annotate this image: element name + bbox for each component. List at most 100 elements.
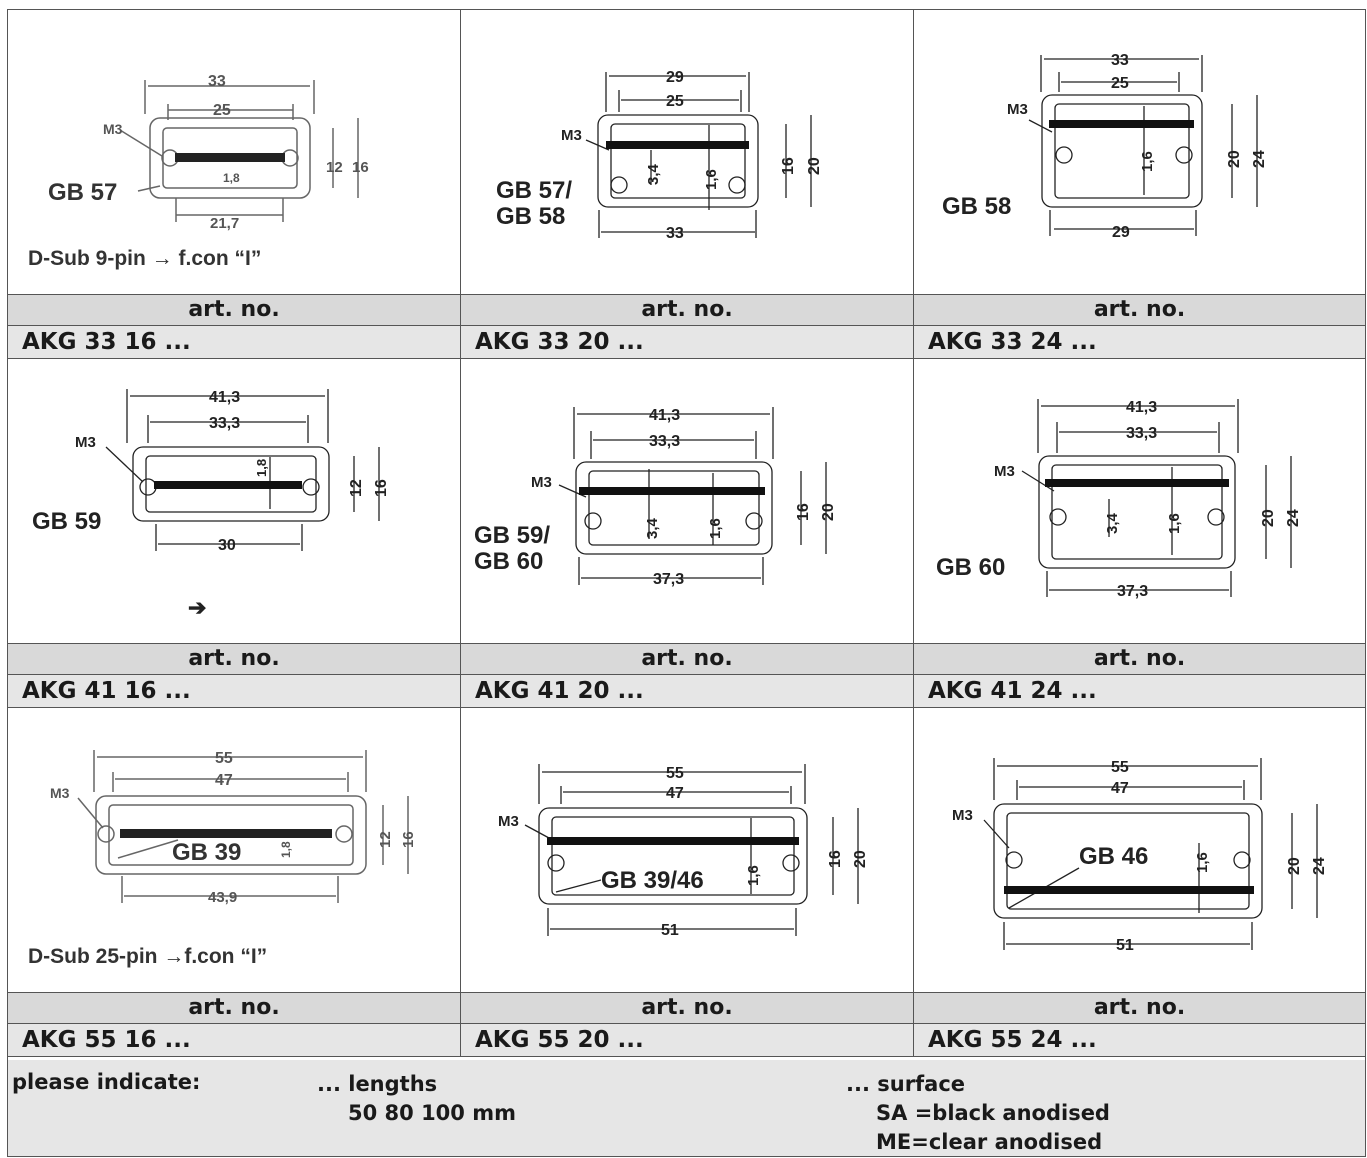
product-cell: 33 25 M3 1,8 12 16 21,7 GB 57 D-Sub 9-pi…	[8, 10, 461, 359]
product-cell: 55 47 M3 1,6 16 20 51 GB 39/46 art. no. …	[461, 708, 914, 1057]
profile-diagram: 41,3 33,3 M3 3,4 1,6 20 24 37,3 GB 60	[936, 399, 1302, 600]
arrow-icon: ➔	[188, 595, 206, 620]
screw-label: M3	[952, 807, 973, 824]
dim-inner-width: 25	[666, 93, 684, 110]
dim-outer-height: 24	[1285, 509, 1302, 527]
dim-d2: 1,6	[707, 518, 724, 539]
article-code: AKG 33 24 ...	[914, 326, 1365, 359]
dim-outer-height: 24	[1311, 857, 1328, 875]
dim-inner-width: 25	[1111, 75, 1129, 92]
profile-drawing: 29 25 M3 3,4 1,6 16 20 33 GB 57/ GB 58	[461, 10, 913, 295]
dim-bottom-width: 21,7	[210, 215, 239, 232]
article-code: AKG 33 20 ...	[461, 326, 913, 359]
profile-drawing: 55 47 M3 1,6 20 24 51 GB 46	[914, 708, 1365, 993]
article-code: AKG 41 16 ...	[8, 675, 460, 708]
board-label: GB 59	[32, 508, 101, 535]
profile-drawing: 55 47 M3 1,6 16 20 51 GB 39/46	[461, 708, 913, 993]
article-code: AKG 55 24 ...	[914, 1024, 1365, 1057]
profile-drawing: 41,3 33,3 M3 3,4 1,6 16 20 37,3 GB 59/ G…	[461, 359, 913, 644]
dim-bottom-width: 37,3	[653, 571, 684, 588]
product-cell: 55 47 M3 1,6 20 24 51 GB 46 art. no. AKG…	[914, 708, 1365, 1057]
product-cell: 41,3 33,3 M3 3,4 1,6 16 20 37,3 GB 59/ G…	[461, 359, 914, 708]
dim-bottom-width: 37,3	[1117, 583, 1148, 600]
product-cell: 41,3 33,3 M3 1,8 12 16 30 GB 59 ➔ art. n…	[8, 359, 461, 708]
product-cell: 41,3 33,3 M3 3,4 1,6 20 24 37,3 GB 60 ar…	[914, 359, 1365, 708]
profile-diagram: 29 25 M3 3,4 1,6 16 20 33 GB 57/ GB 58	[496, 69, 823, 242]
profile-diagram: 55 47 M3 1,6 20 24 51 GB 46	[952, 758, 1328, 954]
profile-diagram: 55 47 M3 1,8 12 16 43,9 GB 39 D-Sub 25-p…	[28, 750, 417, 968]
profile-drawing: 33 25 M3 1,8 12 16 21,7 GB 57 D-Sub 9-pi…	[8, 10, 460, 295]
dim-outer-width: 41,3	[209, 389, 240, 406]
dim-top-width: 29	[666, 69, 684, 86]
article-code: AKG 55 20 ...	[461, 1024, 913, 1057]
dim-d1: 3,4	[644, 517, 661, 539]
article-code: AKG 33 16 ...	[8, 326, 460, 359]
dim-outer-width: 41,3	[649, 407, 680, 424]
dim-outer-width: 41,3	[1126, 399, 1157, 416]
surface-me: ME=clear anodised	[876, 1130, 1103, 1154]
dim-bar: 1,8	[279, 841, 293, 858]
connector-note: D-Sub 25-pin →f.con “I”	[28, 945, 267, 968]
board-label: GB 59/	[474, 522, 550, 549]
dim-d2: 1,6	[703, 169, 720, 190]
dim-bar: 1,8	[254, 459, 269, 477]
board-label: GB 57/	[496, 177, 572, 204]
lengths-title: ... lengths	[317, 1072, 438, 1096]
art-no-header: art. no.	[914, 295, 1365, 326]
dim-inner-width: 47	[666, 785, 684, 802]
board-label: GB 60	[936, 554, 1005, 581]
dim-bottom-width: 29	[1112, 224, 1130, 241]
table-row: 33 25 M3 1,8 12 16 21,7 GB 57 D-Sub 9-pi…	[8, 10, 1365, 359]
art-no-header: art. no.	[461, 993, 913, 1024]
dim-inner-width: 33,3	[209, 415, 240, 432]
product-cell: 33 25 M3 1,6 20 24 29 GB 58 art. no. AKG…	[914, 10, 1365, 359]
dim-inner-height: 12	[348, 479, 365, 497]
profile-diagram: 33 25 M3 1,6 20 24 29 GB 58	[942, 52, 1268, 241]
dim-outer-width: 55	[215, 750, 233, 767]
product-cell: 29 25 M3 3,4 1,6 16 20 33 GB 57/ GB 58 a…	[461, 10, 914, 359]
art-no-header: art. no.	[914, 993, 1365, 1024]
screw-label: M3	[498, 813, 519, 830]
connector-note: D-Sub 9-pin → f.con “I”	[28, 247, 261, 270]
dim-d2: 1,6	[745, 865, 762, 886]
dim-outer-width: 55	[1111, 759, 1129, 776]
board-label: GB 46	[1079, 843, 1148, 870]
screw-label: M3	[531, 474, 552, 491]
board-label-2: GB 58	[496, 203, 565, 230]
dim-bottom-width: 30	[218, 537, 236, 554]
dim-outer-height: 16	[352, 159, 369, 176]
article-code: AKG 41 24 ...	[914, 675, 1365, 708]
board-label-2: GB 60	[474, 548, 543, 575]
dim-d1: 3,4	[645, 163, 662, 185]
dim-d2: 1,6	[1139, 151, 1156, 172]
art-no-header: art. no.	[8, 644, 460, 675]
dim-outer-height: 16	[373, 479, 390, 497]
screw-label: M3	[103, 121, 123, 137]
dim-bottom-width: 51	[661, 922, 679, 939]
board-label: GB 39/46	[601, 867, 704, 894]
screw-label: M3	[1007, 101, 1028, 118]
board-label: GB 58	[942, 193, 1011, 220]
art-no-header: art. no.	[461, 644, 913, 675]
dim-bottom-width: 43,9	[208, 889, 237, 906]
board-label: GB 39	[172, 839, 241, 866]
dim-inner-height: 16	[827, 850, 844, 868]
table-row: 41,3 33,3 M3 1,8 12 16 30 GB 59 ➔ art. n…	[8, 359, 1365, 708]
surface-sa: SA =black anodised	[876, 1101, 1110, 1125]
dim-outer-height: 20	[852, 850, 869, 868]
article-code: AKG 41 20 ...	[461, 675, 913, 708]
art-no-header: art. no.	[461, 295, 913, 326]
dim-inner-width: 47	[215, 772, 233, 789]
surface-title: ... surface	[846, 1072, 966, 1096]
dim-inner-height: 12	[326, 159, 343, 176]
dim-inner-height: 12	[377, 831, 394, 848]
dim-d2: 1,6	[1194, 852, 1211, 873]
table-row: 55 47 M3 1,8 12 16 43,9 GB 39 D-Sub 25-p…	[8, 708, 1365, 1057]
art-no-header: art. no.	[8, 295, 460, 326]
profile-diagram: 41,3 33,3 M3 1,8 12 16 30 GB 59 ➔	[32, 389, 390, 620]
board-label: GB 57	[48, 179, 117, 206]
screw-label: M3	[50, 785, 70, 801]
dim-inner-height: 20	[1226, 150, 1243, 168]
profile-drawing: 55 47 M3 1,8 12 16 43,9 GB 39 D-Sub 25-p…	[8, 708, 460, 993]
screw-label: M3	[994, 463, 1015, 480]
